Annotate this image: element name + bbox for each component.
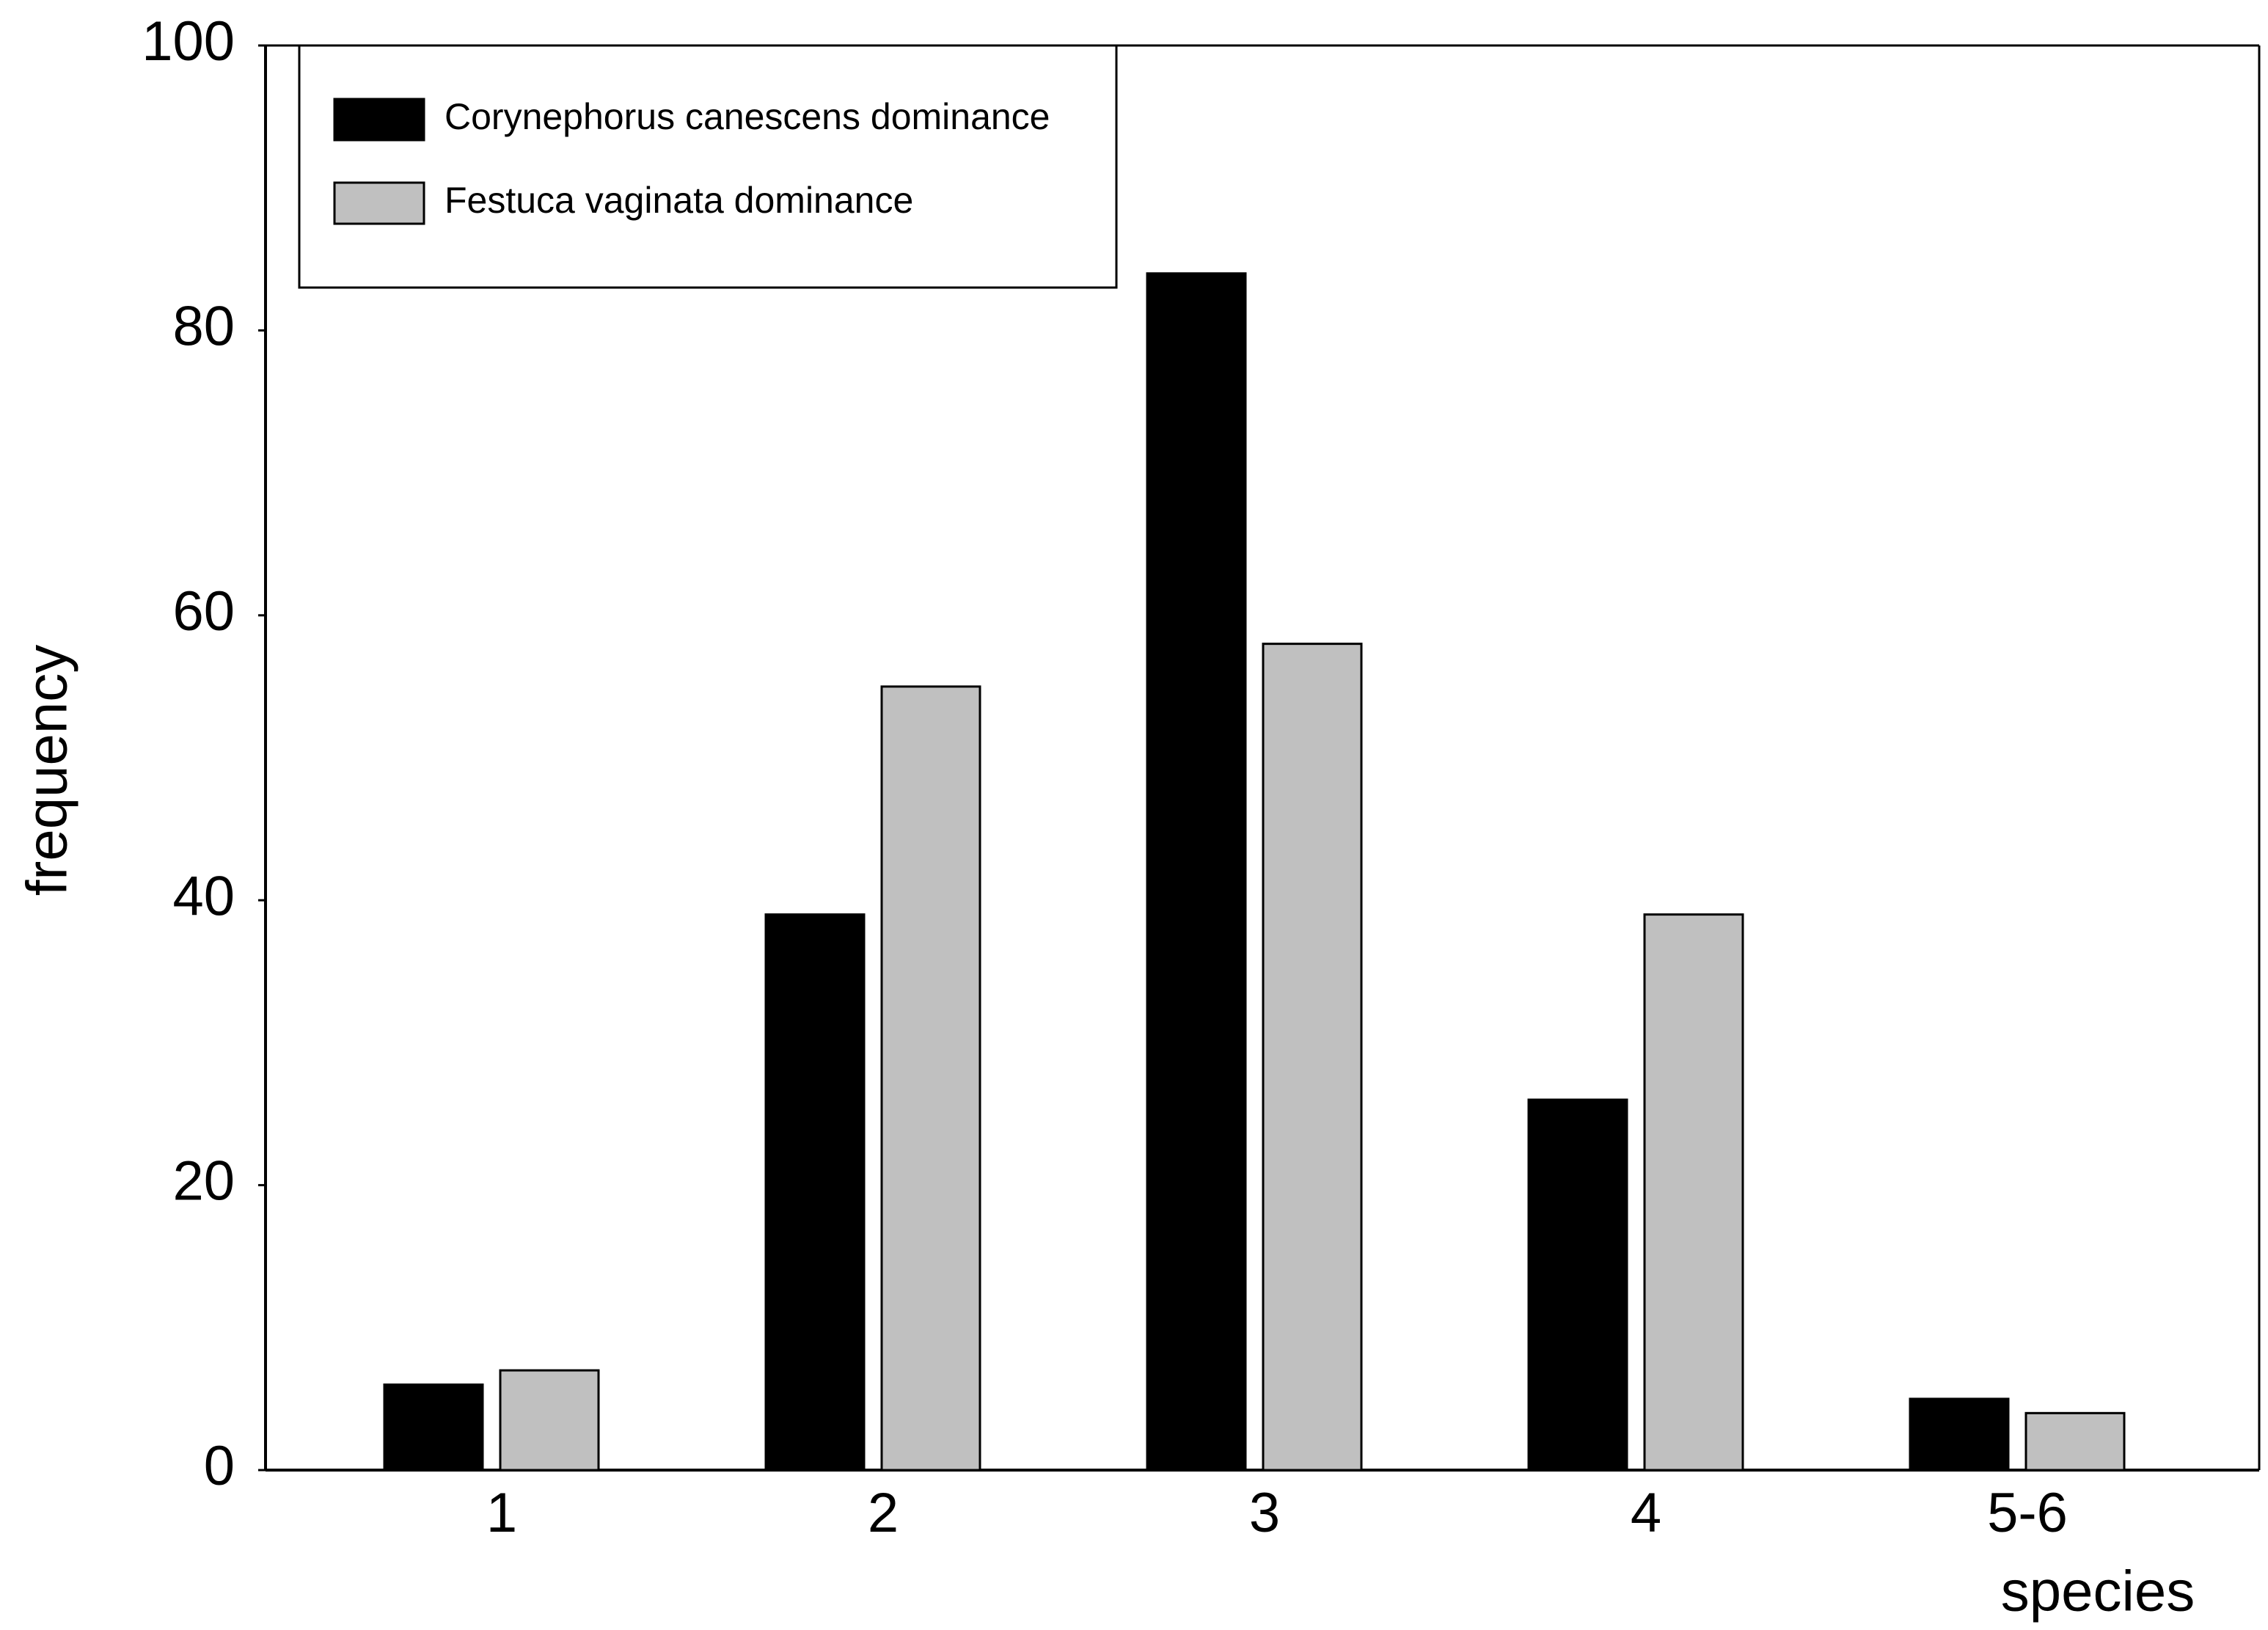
y-tick-label: 40 (172, 865, 235, 927)
legend-label: Corynephorus canescens dominance (445, 96, 1050, 137)
bar (499, 1369, 600, 1472)
bar (383, 1383, 484, 1472)
bar (764, 913, 866, 1472)
x-tick-label: 2 (868, 1482, 899, 1544)
bar (880, 685, 981, 1472)
y-tick-label: 20 (172, 1150, 235, 1213)
bar (1146, 272, 1247, 1472)
y-tick-label: 80 (172, 295, 235, 357)
legend-swatch (333, 181, 425, 225)
y-tick-label: 60 (172, 580, 235, 643)
bar (1909, 1397, 2010, 1472)
legend-box (298, 44, 1118, 289)
x-tick-label: 3 (1249, 1482, 1280, 1544)
legend-swatch (333, 98, 425, 142)
x-axis-title: species (2001, 1559, 2195, 1623)
bar (1527, 1098, 1628, 1472)
y-tick-label: 100 (142, 10, 235, 73)
bar (1262, 643, 1363, 1472)
legend-label: Festuca vaginata dominance (445, 180, 913, 221)
y-tick-label: 0 (204, 1435, 235, 1497)
bar (1643, 913, 1744, 1472)
x-tick-label: 1 (486, 1482, 517, 1544)
x-tick-label: 4 (1631, 1482, 1661, 1544)
y-axis-title: frequency (15, 645, 79, 896)
bar (2024, 1411, 2126, 1472)
x-tick-label: 5-6 (1987, 1482, 2068, 1544)
